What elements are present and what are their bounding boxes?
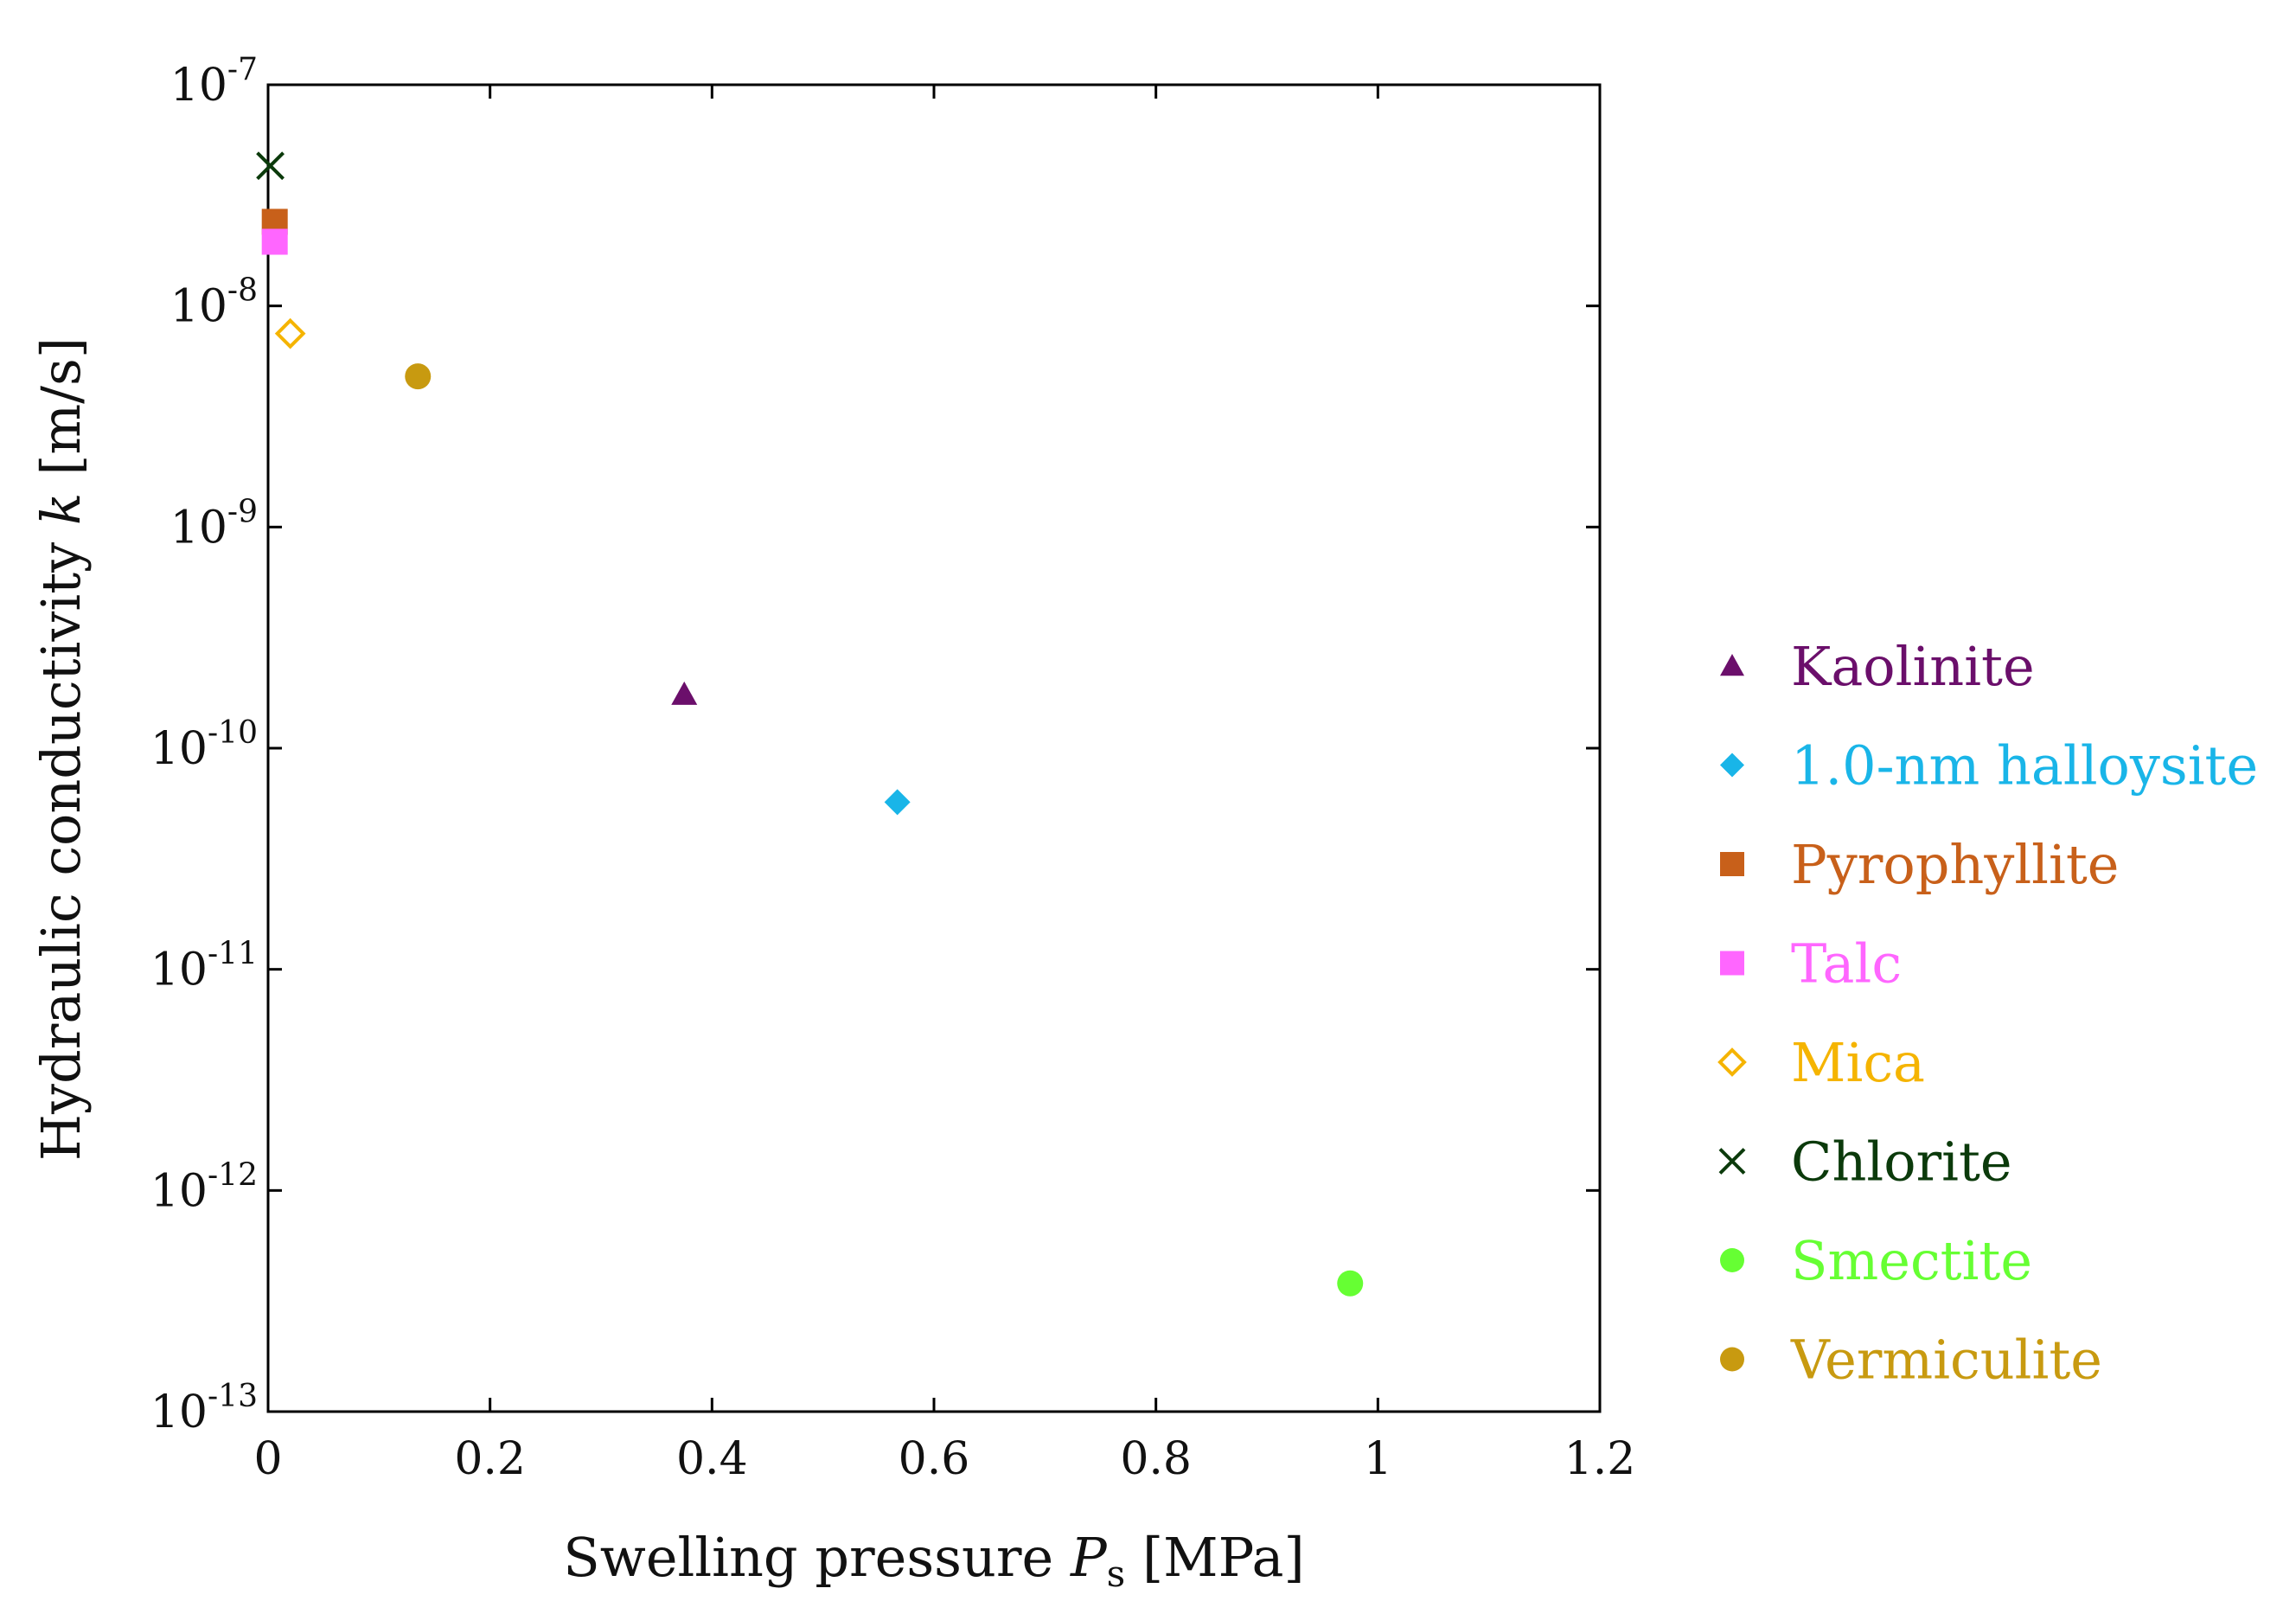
y-tick-label: 10-12 <box>150 1157 258 1217</box>
point-vermiculite <box>405 363 432 390</box>
legend-label-talc: Talc <box>1791 932 1902 996</box>
legend-marker-vermiculite <box>1720 1347 1744 1372</box>
x-tick-label: 0.6 <box>899 1433 970 1485</box>
point-kaolinite <box>671 681 698 705</box>
x-axis-title: Swelling pressure Ps [MPa] <box>563 1526 1304 1595</box>
legend-label-pyrophyllite: Pyrophyllite <box>1791 833 2119 896</box>
x-tick-label: 0 <box>253 1433 282 1485</box>
x-tick-label: 1.2 <box>1564 1433 1636 1485</box>
y-tick-label: 10-7 <box>170 52 258 112</box>
data-points <box>256 151 1364 1297</box>
legend-label-smectite: Smectite <box>1791 1229 2032 1292</box>
point-smectite <box>1337 1270 1364 1297</box>
point-talc <box>261 228 288 255</box>
legend-label-chlorite: Chlorite <box>1791 1130 2012 1194</box>
point-chlorite <box>256 151 285 181</box>
x-tick-label: 0.2 <box>454 1433 526 1485</box>
axis-ticks <box>266 83 1602 1413</box>
legend-marker-smectite <box>1720 1248 1744 1272</box>
y-tick-label: 10-11 <box>150 937 258 996</box>
point-mica <box>274 317 306 349</box>
plot-frame <box>266 83 1602 1413</box>
y-tick-label: 10-8 <box>170 273 258 333</box>
legend-marker-talc <box>1720 951 1744 976</box>
legend-marker-1-0-nm-halloysite <box>1720 753 1744 778</box>
legend-marker-chlorite <box>1718 1148 1746 1175</box>
legend-marker-mica <box>1717 1047 1747 1077</box>
x-tick-label: 0.4 <box>676 1433 748 1485</box>
x-tick-label: 0.8 <box>1120 1433 1192 1485</box>
point-1-0-nm-halloysite <box>884 789 911 816</box>
y-tick-label: 10-9 <box>170 494 258 554</box>
legend-label-1-0-nm-halloysite: 1.0-nm halloysite <box>1791 734 2258 797</box>
axis-tick-labels: 0 0.2 0.4 0.6 0.8 1 1.2 10-13 10-12 10-11 10-10 10-… <box>150 52 1636 1485</box>
legend-label-kaolinite: Kaolinite <box>1791 635 2035 698</box>
y-axis-title: Hydraulic conductivity k [m/s] <box>29 337 93 1161</box>
legend-label-mica: Mica <box>1791 1031 1925 1094</box>
legend-marker-pyrophyllite <box>1720 852 1744 876</box>
x-tick-label: 1 <box>1364 1433 1392 1485</box>
legend-label-vermiculite: Vermiculite <box>1790 1329 2102 1392</box>
legend: Kaolinite 1.0-nm halloysite Pyrophyllite Ta… <box>1717 635 2258 1392</box>
y-tick-label: 10-13 <box>150 1379 258 1438</box>
y-tick-label: 10-10 <box>150 715 258 775</box>
legend-marker-kaolinite <box>1720 654 1744 676</box>
